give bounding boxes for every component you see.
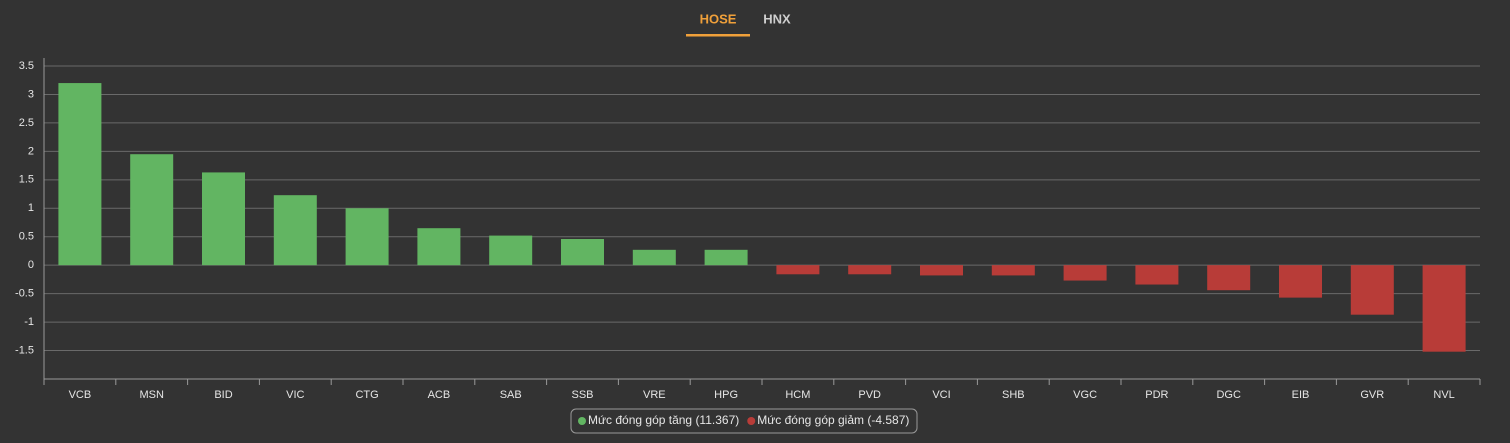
y-tick-label: 0 <box>28 259 34 271</box>
bar[interactable] <box>202 172 245 266</box>
tab-hnx[interactable]: HNX <box>763 11 791 26</box>
bar[interactable] <box>273 195 317 266</box>
x-tick-label: SAB <box>500 389 522 401</box>
bar[interactable] <box>417 228 461 266</box>
x-tick-label: DGC <box>1216 389 1241 401</box>
y-tick-label: -1.5 <box>15 344 34 356</box>
legend-box <box>570 408 918 434</box>
bar[interactable] <box>1350 265 1394 315</box>
x-tick-label: NVL <box>1433 389 1454 401</box>
x-tick-label: ACB <box>428 389 451 401</box>
x-tick-label: BID <box>214 389 232 401</box>
x-tick-label: VIC <box>286 389 304 401</box>
tab-underline <box>686 34 750 37</box>
x-tick-label: VGC <box>1073 389 1097 401</box>
bar[interactable] <box>776 265 820 275</box>
y-tick-label: 0.5 <box>19 231 34 243</box>
x-tick-label: SHB <box>1002 389 1025 401</box>
bar[interactable] <box>704 249 748 266</box>
bar[interactable] <box>1063 265 1107 281</box>
y-tick-label: -0.5 <box>15 288 34 300</box>
bar[interactable] <box>632 249 676 266</box>
legend-marker[interactable] <box>578 417 586 425</box>
x-tick-label: VRE <box>643 389 666 401</box>
y-tick-label: 2 <box>28 145 34 157</box>
legend-marker[interactable] <box>747 417 756 425</box>
bar[interactable] <box>1207 265 1251 291</box>
x-tick-label: HPG <box>714 389 738 401</box>
bar[interactable] <box>920 265 963 276</box>
x-tick-label: VCB <box>69 389 92 401</box>
bar[interactable] <box>561 239 604 266</box>
bar[interactable] <box>1279 265 1322 298</box>
legend-label[interactable]: Mức đóng góp tăng (11.367) <box>588 413 739 427</box>
y-tick-label: 1 <box>28 202 34 214</box>
legend-label[interactable]: Mức đóng góp giảm (-4.587) <box>757 413 909 427</box>
y-tick-label: 3.5 <box>19 60 34 72</box>
x-tick-label: VCI <box>932 389 950 401</box>
bar[interactable] <box>130 154 174 266</box>
bar[interactable] <box>58 83 102 266</box>
y-tick-label: 2.5 <box>19 117 34 129</box>
bar[interactable] <box>848 265 892 275</box>
x-tick-label: PDR <box>1145 389 1168 401</box>
y-tick-label: -1 <box>24 316 34 328</box>
x-tick-label: EIB <box>1292 389 1310 401</box>
tab-hose[interactable]: HOSE <box>700 11 737 26</box>
x-tick-label: MSN <box>139 389 164 401</box>
x-tick-label: GVR <box>1360 389 1384 401</box>
y-tick-label: 3 <box>28 88 34 100</box>
bar[interactable] <box>1135 265 1179 285</box>
bar[interactable] <box>489 235 533 266</box>
x-tick-label: CTG <box>355 389 378 401</box>
bar[interactable] <box>345 208 389 266</box>
x-tick-label: HCM <box>785 389 810 401</box>
bar[interactable] <box>1422 265 1466 352</box>
y-tick-label: 1.5 <box>19 174 34 186</box>
x-tick-label: SSB <box>571 389 593 401</box>
bar[interactable] <box>991 265 1035 276</box>
x-tick-label: PVD <box>858 389 881 401</box>
